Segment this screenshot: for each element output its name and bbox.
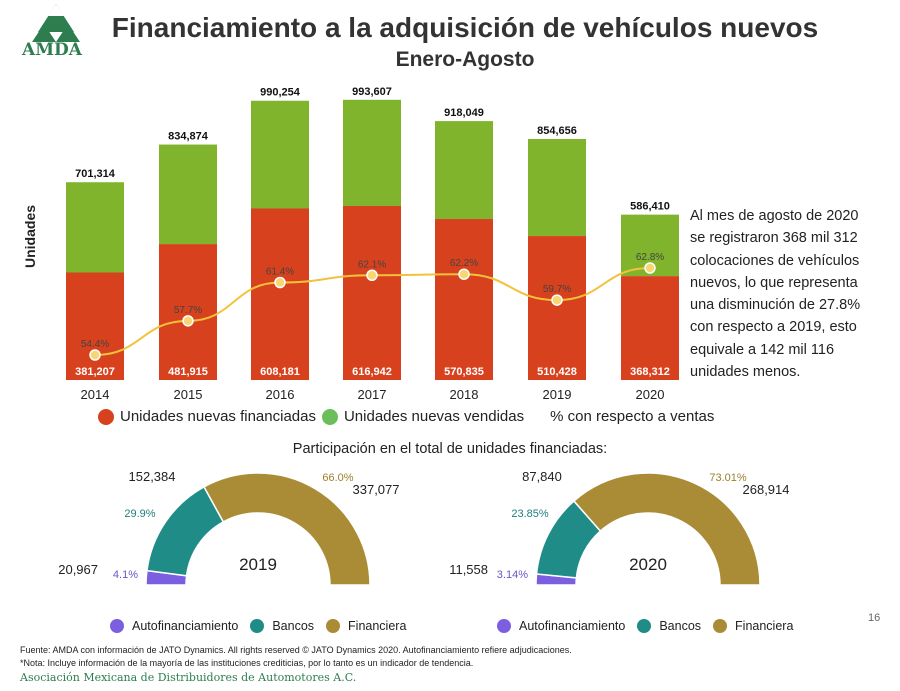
legend-swatch-purple	[497, 619, 511, 633]
value-label-financiera: 268,914	[743, 482, 790, 497]
footer-organization: Asociación Mexicana de Distribuidores de…	[20, 671, 357, 684]
bar-vendidas	[343, 99, 401, 207]
page-title: Financiamiento a la adquisición de vehíc…	[111, 12, 819, 43]
legend-label: Financiera	[348, 619, 407, 633]
x-tick-label: 2020	[636, 387, 665, 402]
pct-label-financiera: 66.0%	[322, 472, 353, 484]
label-vendidas: 918,049	[444, 107, 484, 119]
bar-vendidas	[66, 182, 124, 273]
legend-label: Financiera	[735, 619, 794, 633]
percent-point	[182, 315, 194, 327]
legend-label: % con respecto a ventas	[550, 408, 715, 425]
label-vendidas: 990,254	[260, 87, 301, 99]
label-vendidas: 993,607	[352, 86, 392, 98]
footer-source: Fuente: AMDA con información de JATO Dyn…	[20, 645, 572, 655]
pct-label-autofinanciamiento: 4.1%	[113, 569, 138, 581]
percent-point	[644, 262, 656, 274]
donut-year-label: 2020	[629, 555, 667, 574]
summary-text: Al mes de agosto de 2020 se registraron …	[690, 208, 861, 381]
legend-swatch-gold	[713, 619, 728, 633]
bar-vendidas	[435, 121, 493, 220]
legend-label: Autofinanciamiento	[132, 619, 239, 633]
bar-financiadas	[528, 236, 586, 380]
label-financiadas: 481,915	[168, 366, 208, 378]
value-label-bancos: 152,384	[129, 469, 176, 484]
bar-financiadas	[251, 208, 309, 380]
footer-note: *Nota: Incluye información de la mayoría…	[20, 658, 474, 668]
legend-vendidas: Unidades nuevas vendidas	[321, 408, 525, 425]
legend-2019: Autofinanciamiento Bancos Financiera	[110, 619, 406, 633]
bar-financiadas	[435, 219, 493, 380]
bar-financiadas	[159, 244, 217, 380]
pct-label-bancos: 29.9%	[124, 508, 155, 520]
label-vendidas: 701,314	[75, 168, 116, 180]
label-financiadas: 616,942	[352, 366, 392, 378]
percent-point	[458, 268, 470, 280]
x-tick-label: 2015	[174, 387, 203, 402]
percent-point	[366, 269, 378, 281]
percent-point	[274, 276, 286, 289]
legend-swatch-red	[98, 408, 114, 425]
page-number: 16	[868, 612, 881, 624]
label-financiadas: 381,207	[75, 366, 115, 378]
stacked-bar-chart: 701,314 381,207 2014 834,874 481,915 2015 990,…	[66, 86, 679, 402]
value-label-bancos: 87,840	[522, 469, 562, 484]
legend-label: Bancos	[659, 619, 702, 633]
main-legend: Unidades nuevas financiadas Unidades nue…	[98, 408, 714, 425]
legend-swatch-green	[321, 408, 338, 425]
percent-label: 62.8%	[636, 252, 664, 263]
label-vendidas: 854,656	[537, 125, 577, 137]
percent-label: 54.4%	[81, 339, 109, 350]
x-tick-label: 2017	[358, 387, 387, 402]
percent-label: 57.7%	[174, 305, 202, 316]
x-tick-label: 2019	[543, 387, 572, 402]
donut-slice-financiera	[203, 472, 371, 586]
pct-label-bancos: 23.85%	[511, 508, 549, 520]
page-subtitle: Enero-Agosto	[395, 48, 535, 71]
value-label-autofinanciamiento: 20,967	[58, 562, 98, 577]
percent-point	[89, 349, 101, 361]
bar-vendidas	[159, 144, 217, 245]
donut-slice-financiera	[572, 472, 761, 586]
legend-porcentaje: % con respecto a ventas	[550, 408, 714, 425]
label-financiadas: 570,835	[444, 366, 484, 378]
legend-swatch-purple	[110, 619, 124, 633]
x-tick-label: 2014	[81, 387, 110, 402]
legend-label: Unidades nuevas financiadas	[120, 408, 316, 425]
amda-logo	[32, 4, 80, 42]
bar-financiadas	[621, 276, 679, 380]
x-tick-label: 2016	[266, 387, 295, 402]
percent-label: 59.7%	[543, 284, 571, 295]
percent-label: 61.4%	[266, 267, 294, 278]
logo-text: AMDA	[22, 40, 82, 60]
percent-label: 62.2%	[450, 258, 478, 269]
label-financiadas: 510,428	[537, 366, 577, 378]
legend-label: Unidades nuevas vendidas	[343, 408, 525, 425]
percent-point	[551, 294, 563, 306]
value-label-autofinanciamiento: 11,558	[449, 562, 488, 577]
legend-swatch-teal	[637, 619, 652, 633]
label-vendidas: 834,874	[168, 131, 209, 143]
bar-financiadas	[66, 272, 124, 380]
legend-financiadas: Unidades nuevas financiadas	[98, 408, 316, 425]
label-financiadas: 368,312	[630, 366, 670, 378]
legend-label: Autofinanciamiento	[519, 619, 626, 633]
pct-label-autofinanciamiento: 3.14%	[497, 569, 528, 581]
donut-year-label: 2019	[239, 555, 277, 574]
label-financiadas: 608,181	[260, 366, 300, 378]
x-tick-label: 2018	[450, 387, 479, 402]
percent-label: 62.1%	[358, 259, 386, 270]
legend-label: Bancos	[272, 619, 315, 633]
label-vendidas: 586,410	[630, 201, 670, 213]
bar-vendidas	[251, 100, 309, 209]
legend-swatch-gold	[326, 619, 341, 633]
legend-2020: Autofinanciamiento Bancos Financiera	[497, 619, 793, 633]
participation-title: Participación en el total de unidades fi…	[292, 441, 608, 457]
value-label-financiera: 337,077	[353, 482, 400, 497]
pct-label-financiera: 73.01%	[709, 472, 747, 484]
bar-financiadas	[343, 206, 401, 380]
bar-vendidas	[528, 138, 586, 237]
legend-swatch-teal	[250, 619, 265, 633]
